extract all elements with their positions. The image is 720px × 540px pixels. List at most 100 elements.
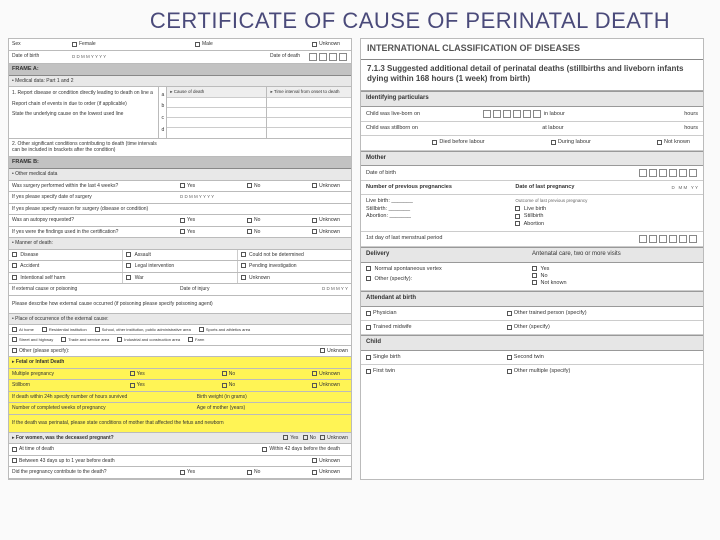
om-cb[interactable] [507, 369, 512, 374]
date-box[interactable] [649, 235, 657, 243]
mid-cb[interactable] [366, 325, 371, 330]
autopsy-yes[interactable] [180, 218, 185, 223]
date-box[interactable] [659, 169, 667, 177]
date-box[interactable] [493, 110, 501, 118]
mp-unk[interactable] [312, 371, 317, 376]
autopsy-no[interactable] [247, 218, 252, 223]
date-box[interactable] [513, 110, 521, 118]
place-row2: Street and highway Trade and service are… [9, 335, 351, 345]
date-box[interactable] [339, 53, 347, 61]
t-unk-cb[interactable] [312, 458, 317, 463]
autopsy-unk[interactable] [312, 218, 317, 223]
time-c[interactable] [267, 118, 351, 128]
male-checkbox[interactable] [195, 42, 200, 47]
during-cb[interactable] [551, 140, 556, 145]
ind-cb[interactable] [117, 337, 122, 342]
legal-cb[interactable] [126, 263, 131, 268]
preg-yes[interactable] [283, 435, 288, 440]
selfharm-cb[interactable] [12, 275, 17, 280]
unk-place-cb[interactable] [320, 348, 325, 353]
findings-unk[interactable] [312, 229, 317, 234]
date-box[interactable] [689, 169, 697, 177]
home-cb[interactable] [12, 327, 17, 332]
cause-col-header: ▸ Cause of death [167, 87, 266, 98]
date-box[interactable] [483, 110, 491, 118]
os-cb[interactable] [366, 276, 371, 281]
date-box[interactable] [669, 235, 677, 243]
sb-unk[interactable] [312, 383, 317, 388]
ft-cb[interactable] [366, 369, 371, 374]
ank-cb[interactable] [532, 280, 537, 285]
date-box[interactable] [319, 53, 327, 61]
cause-c[interactable] [167, 118, 266, 128]
other-place-cb[interactable] [12, 348, 17, 353]
findings-no[interactable] [247, 229, 252, 234]
accident-cb[interactable] [12, 263, 17, 268]
disease-cb[interactable] [12, 252, 17, 257]
farm-cb[interactable] [188, 337, 193, 342]
school-cb[interactable] [95, 327, 100, 332]
date-box[interactable] [639, 235, 647, 243]
time-a[interactable] [267, 98, 351, 108]
pending-cb[interactable] [241, 263, 246, 268]
menstrual-row: 1st day of last menstrual period [361, 232, 703, 247]
sb-yes[interactable] [130, 383, 135, 388]
an-cb[interactable] [532, 273, 537, 278]
st-cb[interactable] [507, 355, 512, 360]
female-checkbox[interactable] [72, 42, 77, 47]
surgery-yes[interactable] [180, 183, 185, 188]
nv-cb[interactable] [366, 266, 371, 271]
ot-cb[interactable] [507, 311, 512, 316]
surgery-unk[interactable] [312, 183, 317, 188]
mp-no[interactable] [222, 371, 227, 376]
sports-cb[interactable] [199, 327, 204, 332]
sb-no[interactable] [222, 383, 227, 388]
street-cb[interactable] [12, 337, 17, 342]
mp-yes[interactable] [130, 371, 135, 376]
c-no[interactable] [247, 470, 252, 475]
cause-d[interactable] [167, 128, 266, 138]
nk-cb[interactable] [657, 140, 662, 145]
surgery-no[interactable] [247, 183, 252, 188]
findings-yes[interactable] [180, 229, 185, 234]
ab-cb[interactable] [515, 221, 520, 226]
unkm-cb[interactable] [241, 275, 246, 280]
res-cb[interactable] [42, 327, 47, 332]
date-box[interactable] [689, 235, 697, 243]
os2-cb[interactable] [507, 325, 512, 330]
war-cb[interactable] [126, 275, 131, 280]
date-box[interactable] [649, 169, 657, 177]
assault-cb[interactable] [126, 252, 131, 257]
date-box[interactable] [679, 169, 687, 177]
notdet-cb[interactable] [241, 252, 246, 257]
cause-b[interactable] [167, 108, 266, 118]
c-unk[interactable] [312, 470, 317, 475]
sb-cb[interactable] [515, 214, 520, 219]
time-col-header: ▸ Time interval from onset to death [267, 87, 351, 98]
preg-no[interactable] [303, 435, 308, 440]
lb-cb[interactable] [515, 206, 520, 211]
date-box[interactable] [669, 169, 677, 177]
before-cb[interactable] [432, 140, 437, 145]
unknown-sex-checkbox[interactable] [312, 42, 317, 47]
date-box[interactable] [329, 53, 337, 61]
cause-a[interactable] [167, 98, 266, 108]
phys-cb[interactable] [366, 311, 371, 316]
single-cb[interactable] [366, 355, 371, 360]
date-box[interactable] [639, 169, 647, 177]
b43-cb[interactable] [12, 458, 17, 463]
c-yes[interactable] [180, 470, 185, 475]
date-box[interactable] [679, 235, 687, 243]
date-box[interactable] [503, 110, 511, 118]
date-box[interactable] [659, 235, 667, 243]
td-cb[interactable] [12, 447, 17, 452]
date-box[interactable] [523, 110, 531, 118]
time-d[interactable] [267, 128, 351, 138]
trade-cb[interactable] [61, 337, 66, 342]
date-box[interactable] [309, 53, 317, 61]
w42-cb[interactable] [262, 447, 267, 452]
date-box[interactable] [533, 110, 541, 118]
time-b[interactable] [267, 108, 351, 118]
preg-unk[interactable] [320, 435, 325, 440]
ay-cb[interactable] [532, 266, 537, 271]
